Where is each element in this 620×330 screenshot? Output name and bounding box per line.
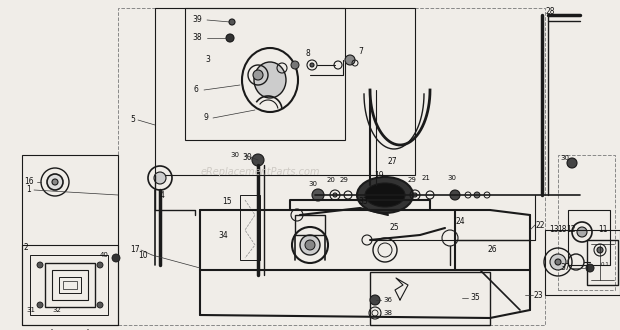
Text: 5: 5 bbox=[130, 115, 135, 124]
Text: 0.1: 0.1 bbox=[601, 262, 609, 268]
Bar bbox=[545, 230, 620, 295]
Bar bbox=[370, 272, 490, 325]
Text: 27: 27 bbox=[388, 157, 397, 167]
Circle shape bbox=[474, 192, 480, 198]
Bar bbox=[22, 245, 118, 325]
Text: 29: 29 bbox=[340, 177, 349, 183]
Text: 7: 7 bbox=[358, 48, 363, 56]
Circle shape bbox=[550, 254, 566, 270]
Circle shape bbox=[450, 190, 460, 200]
Text: 24: 24 bbox=[455, 217, 464, 226]
Text: 19: 19 bbox=[374, 171, 384, 180]
Circle shape bbox=[37, 262, 43, 268]
Text: 38: 38 bbox=[383, 310, 392, 316]
Text: 28: 28 bbox=[546, 8, 556, 16]
Circle shape bbox=[47, 174, 63, 190]
Text: 30: 30 bbox=[560, 155, 569, 161]
Text: 21: 21 bbox=[422, 175, 431, 181]
Circle shape bbox=[577, 227, 587, 237]
Circle shape bbox=[229, 19, 235, 25]
Text: 20: 20 bbox=[327, 177, 336, 183]
Ellipse shape bbox=[365, 183, 405, 207]
Text: 23: 23 bbox=[533, 290, 542, 300]
Text: 40: 40 bbox=[100, 252, 109, 258]
Text: 36: 36 bbox=[383, 297, 392, 303]
Text: 9: 9 bbox=[203, 114, 208, 122]
Text: 2: 2 bbox=[23, 244, 28, 252]
Text: 15: 15 bbox=[222, 197, 232, 207]
Bar bbox=[587, 240, 618, 285]
Text: 11: 11 bbox=[598, 225, 608, 235]
Bar bbox=[63, 281, 77, 289]
Text: 1: 1 bbox=[26, 185, 31, 194]
Bar bbox=[59, 277, 81, 293]
Text: 30: 30 bbox=[230, 152, 239, 158]
Bar bbox=[568, 210, 610, 265]
Circle shape bbox=[597, 247, 603, 253]
Bar bbox=[295, 215, 325, 235]
Circle shape bbox=[413, 193, 417, 197]
Circle shape bbox=[226, 34, 234, 42]
Bar bbox=[45, 263, 95, 307]
Bar bbox=[558, 155, 615, 290]
Text: 13: 13 bbox=[549, 225, 559, 235]
Text: 16: 16 bbox=[24, 178, 33, 186]
Text: 31: 31 bbox=[26, 307, 35, 313]
Text: 3: 3 bbox=[205, 55, 210, 64]
Circle shape bbox=[112, 254, 120, 262]
Circle shape bbox=[370, 295, 380, 305]
Bar bbox=[22, 155, 118, 325]
Text: 26: 26 bbox=[488, 246, 498, 254]
Text: 29: 29 bbox=[408, 177, 417, 183]
Bar bbox=[155, 8, 415, 175]
Text: 30: 30 bbox=[242, 153, 252, 162]
Bar bbox=[240, 195, 260, 260]
Bar bbox=[118, 8, 545, 325]
Circle shape bbox=[310, 63, 314, 67]
Text: 18: 18 bbox=[557, 225, 567, 235]
Circle shape bbox=[345, 55, 355, 65]
Circle shape bbox=[333, 193, 337, 197]
Circle shape bbox=[567, 158, 577, 168]
Text: 37: 37 bbox=[560, 263, 570, 273]
Circle shape bbox=[555, 259, 561, 265]
Circle shape bbox=[52, 179, 58, 185]
Circle shape bbox=[154, 172, 166, 184]
Text: 33: 33 bbox=[358, 197, 368, 207]
Circle shape bbox=[305, 240, 315, 250]
Bar bbox=[30, 255, 108, 315]
Circle shape bbox=[291, 61, 299, 69]
Circle shape bbox=[37, 302, 43, 308]
Text: 12: 12 bbox=[566, 225, 575, 235]
Text: 8: 8 bbox=[306, 49, 311, 57]
Text: 6: 6 bbox=[193, 85, 198, 94]
Bar bbox=[52, 270, 88, 300]
Text: 38: 38 bbox=[192, 34, 202, 43]
Text: 30: 30 bbox=[308, 181, 317, 187]
Text: 22: 22 bbox=[535, 220, 544, 229]
Text: 4: 4 bbox=[160, 190, 165, 200]
Circle shape bbox=[97, 262, 103, 268]
Text: 39: 39 bbox=[192, 16, 202, 24]
Circle shape bbox=[312, 189, 324, 201]
Circle shape bbox=[300, 235, 320, 255]
Circle shape bbox=[253, 70, 263, 80]
Text: 25: 25 bbox=[390, 223, 400, 233]
Text: eReplacementParts.com: eReplacementParts.com bbox=[201, 167, 320, 177]
Text: 30: 30 bbox=[447, 175, 456, 181]
Circle shape bbox=[97, 302, 103, 308]
Ellipse shape bbox=[254, 62, 286, 98]
Text: 32: 32 bbox=[52, 307, 61, 313]
Bar bbox=[185, 8, 345, 140]
Text: 35: 35 bbox=[470, 293, 480, 303]
Text: 17: 17 bbox=[130, 246, 140, 254]
Text: 10: 10 bbox=[138, 250, 148, 259]
Circle shape bbox=[252, 154, 264, 166]
Circle shape bbox=[586, 264, 594, 272]
Ellipse shape bbox=[357, 177, 413, 213]
Text: 34: 34 bbox=[218, 230, 228, 240]
